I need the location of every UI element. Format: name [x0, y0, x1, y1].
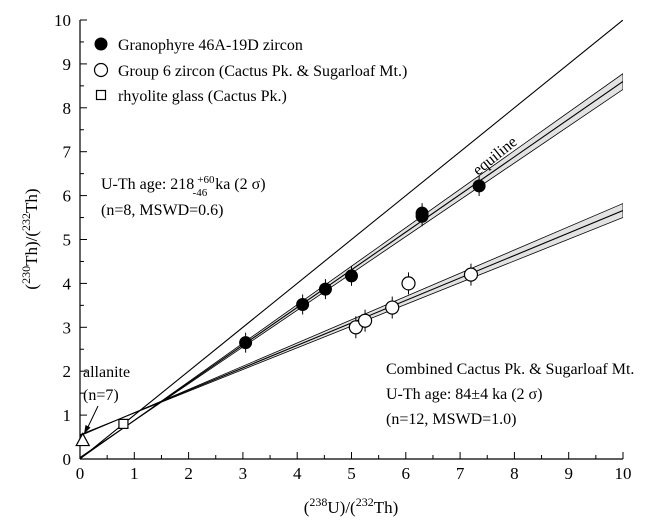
combined-error-band	[80, 203, 623, 437]
y-tick-label: 2	[63, 362, 72, 381]
legend-label-group6: Group 6 zircon (Cactus Pk. & Sugarloaf M…	[118, 63, 407, 80]
allanite-point	[75, 432, 91, 447]
y-tick-label: 3	[63, 318, 72, 337]
tick-marks	[79, 19, 624, 460]
legend-filled-circle-marker	[94, 37, 108, 51]
combined-age: U-Th age: 84±4 ka (2 σ)	[386, 386, 542, 403]
group6-point	[463, 267, 479, 282]
granophyre-point	[345, 269, 358, 283]
y-tick-label: 0	[63, 450, 72, 469]
age1-stats: (n=8, MSWD=0.6)	[101, 202, 223, 219]
allanite-label: allanite	[83, 364, 130, 381]
x-tick-label: 10	[615, 464, 632, 483]
group6-point	[385, 300, 400, 315]
granophyre-point	[415, 209, 429, 223]
group6-point	[401, 276, 416, 291]
y-tick-label: 10	[54, 11, 71, 30]
allanite-arrow	[86, 405, 99, 430]
x-tick-label: 0	[76, 464, 85, 483]
x-tick-label: 5	[347, 464, 356, 483]
x-tick-label: 2	[184, 464, 193, 483]
granophyre-age-annotation: U-Th age: 218 +60 -46 ka (2 σ) (n=8, MSWD=0…	[101, 174, 266, 219]
y-tick-label: 7	[63, 143, 72, 162]
y-tick-label: 6	[63, 187, 72, 206]
isochron-error-bands	[80, 73, 623, 459]
x-tick-label: 4	[293, 464, 302, 483]
allanite-arrowhead	[84, 425, 91, 434]
group6-point	[357, 313, 373, 328]
granophyre-point	[472, 179, 486, 193]
y-axis-title: (230Th)/(232Th)	[19, 188, 41, 289]
x-axis-title: (238U)/(232Th)	[304, 495, 399, 517]
combined-title: Combined Cactus Pk. & Sugarloaf Mt.	[386, 361, 634, 378]
granophyre-point	[296, 297, 310, 311]
legend: Granophyre 46A-19D zircon Group 6 zircon…	[93, 37, 407, 105]
rhyolite-glass-point	[118, 418, 129, 429]
tick-labels: 0 1 2 3 4 5 6 7 8 9 10 0 1 2 3 4 5 6 7 8 9 10	[54, 11, 632, 483]
y-tick-label: 5	[63, 231, 72, 250]
allanite-count: (n=7)	[83, 387, 119, 404]
x-tick-label: 7	[456, 464, 465, 483]
x-tick-label: 1	[130, 464, 139, 483]
y-tick-label: 1	[63, 406, 72, 425]
legend-label-granophyre: Granophyre 46A-19D zircon	[118, 37, 303, 54]
legend-open-square-marker	[95, 89, 107, 101]
legend-label-rhyolite: rhyolite glass (Cactus Pk.)	[118, 88, 287, 105]
granophyre-point	[318, 282, 332, 296]
combined-age-annotation: Combined Cactus Pk. & Sugarloaf Mt. U-Th…	[386, 361, 634, 428]
legend-open-circle-marker	[93, 62, 109, 78]
granophyre-point	[239, 336, 253, 350]
y-tick-label: 4	[63, 274, 72, 293]
y-tick-label: 8	[63, 99, 72, 118]
age1-text: U-Th age: 218 +60 -46 ka (2 σ)	[101, 174, 266, 199]
combined-stats: (n=12, MSWD=1.0)	[386, 411, 516, 428]
x-tick-label: 3	[239, 464, 248, 483]
allanite-annotation: allanite (n=7)	[83, 364, 130, 434]
x-tick-label: 9	[564, 464, 573, 483]
equiline	[80, 20, 623, 459]
data-points	[75, 175, 486, 447]
y-tick-label: 9	[63, 55, 72, 74]
granophyre-error-band	[80, 73, 623, 459]
x-tick-label: 6	[402, 464, 411, 483]
x-tick-label: 8	[510, 464, 519, 483]
